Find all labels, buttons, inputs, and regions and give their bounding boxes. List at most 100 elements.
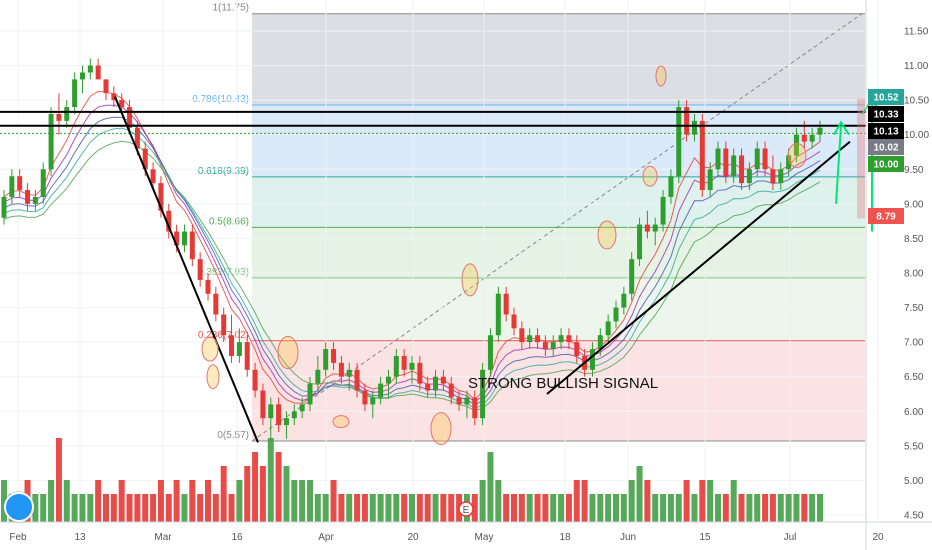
candle-body [793,134,799,156]
y-tick-label: 6.00 [904,407,924,418]
volume-bar [165,494,172,522]
volume-bar [220,466,227,522]
x-tick-label: 20 [407,532,419,543]
drawn-trendlines[interactable] [0,96,883,443]
y-tick-label: 8.00 [904,269,924,280]
x-tick-label: 16 [231,532,243,543]
candle-body [166,210,172,232]
volume-bar [118,480,125,522]
candle-body [550,342,556,350]
highlight-ellipse-7 [787,142,807,168]
price-tag-label: 10.52 [873,93,898,104]
volume-bar [361,494,368,522]
highlight-ellipse-3 [461,263,479,297]
candle-body [597,335,603,350]
candle-body [817,127,823,135]
candle-body [527,335,533,343]
small-arrow-head [833,120,850,136]
volume-bar [409,494,415,522]
candle-body [338,362,344,377]
candle-body [393,355,399,377]
y-tick-label: 5.00 [904,476,924,487]
candle-body [456,397,462,405]
volume-bar [738,494,745,522]
candle-body [511,314,517,329]
volume-bar [79,494,86,522]
volume-bar [707,480,714,522]
highlight-ellipses[interactable] [201,65,807,446]
candle-body [252,369,258,391]
fib-zone-1 [252,13,865,105]
candle-body [613,307,619,322]
candle-body [754,148,760,170]
x-tick-label: 15 [699,532,711,543]
x-tick-label: 13 [74,532,86,543]
candle-body [1,196,7,218]
volume-bar [432,494,439,522]
candle-body [9,176,15,197]
candle-body [56,113,62,121]
price-tag-10.52 [868,89,904,105]
grid-lines [0,0,879,522]
fib-label-0.786: 0.786(10.43) [192,94,249,105]
fib-label-0.618: 0.618(9.39) [198,166,249,177]
volume-bar [667,494,674,522]
candle-body [331,349,337,363]
candle-body [487,335,493,370]
downtrend-line [114,96,259,443]
candle-body [448,383,454,398]
highlight-ellipse-4 [597,220,617,250]
candle-body [142,148,148,170]
candle-body [174,231,180,246]
price-tag-10.02 [868,139,904,155]
candle-body [558,335,564,343]
ema-line-15 [3,140,821,412]
volume-bar [181,494,188,522]
price-tag-label: 10.00 [873,160,898,171]
fibonacci-retracement[interactable]: 1(11.75) 0.786(10.43) 0.618(9.39) 0.5(8.66)… [192,3,865,442]
ema-line-12 [3,127,821,409]
volume-bar [150,494,157,522]
candle-body [25,190,31,204]
volume-bar [197,494,204,522]
volume-bar [754,494,761,522]
projection-band [857,98,865,219]
tradingview-logo-icon[interactable] [4,492,34,522]
highlight-ellipse-9 [206,364,220,390]
volume-bar [715,494,721,522]
candle-body [644,224,650,232]
volume-bar [236,480,243,522]
candle-body [401,355,407,370]
volume-bar [699,480,706,522]
volume-bar [103,494,109,522]
candle-body [409,362,415,370]
candle-body [739,155,745,184]
highlight-ellipse-5 [642,165,658,187]
fib-trend-dashed-line [251,13,863,442]
volume-bar [346,494,353,522]
candle-body [150,169,156,184]
y-tick-label: 10.00 [904,130,929,141]
volume-bar [628,480,635,522]
earnings-circle [458,501,474,517]
volume-bar [416,494,423,522]
candle-body [660,196,666,225]
candle-body [770,169,776,184]
annotation-strong-bullish-signal[interactable]: STRONG BULLISH SIGNAL [468,375,658,392]
volume-bar [259,466,266,522]
candle-body [79,72,85,80]
volume-bar [581,480,588,522]
volume-bar [558,494,565,522]
candle-body [283,418,289,426]
candle-body [503,293,509,315]
volume-bar [660,494,667,522]
y-tick-label: 4.50 [904,511,924,522]
volume-bar [228,494,235,522]
candle-body [707,169,713,191]
volume-bar [32,494,39,522]
fib-zone-0.5 [252,227,865,278]
candle-body [181,231,187,246]
candle-body [119,100,125,108]
candle-body [425,383,431,391]
